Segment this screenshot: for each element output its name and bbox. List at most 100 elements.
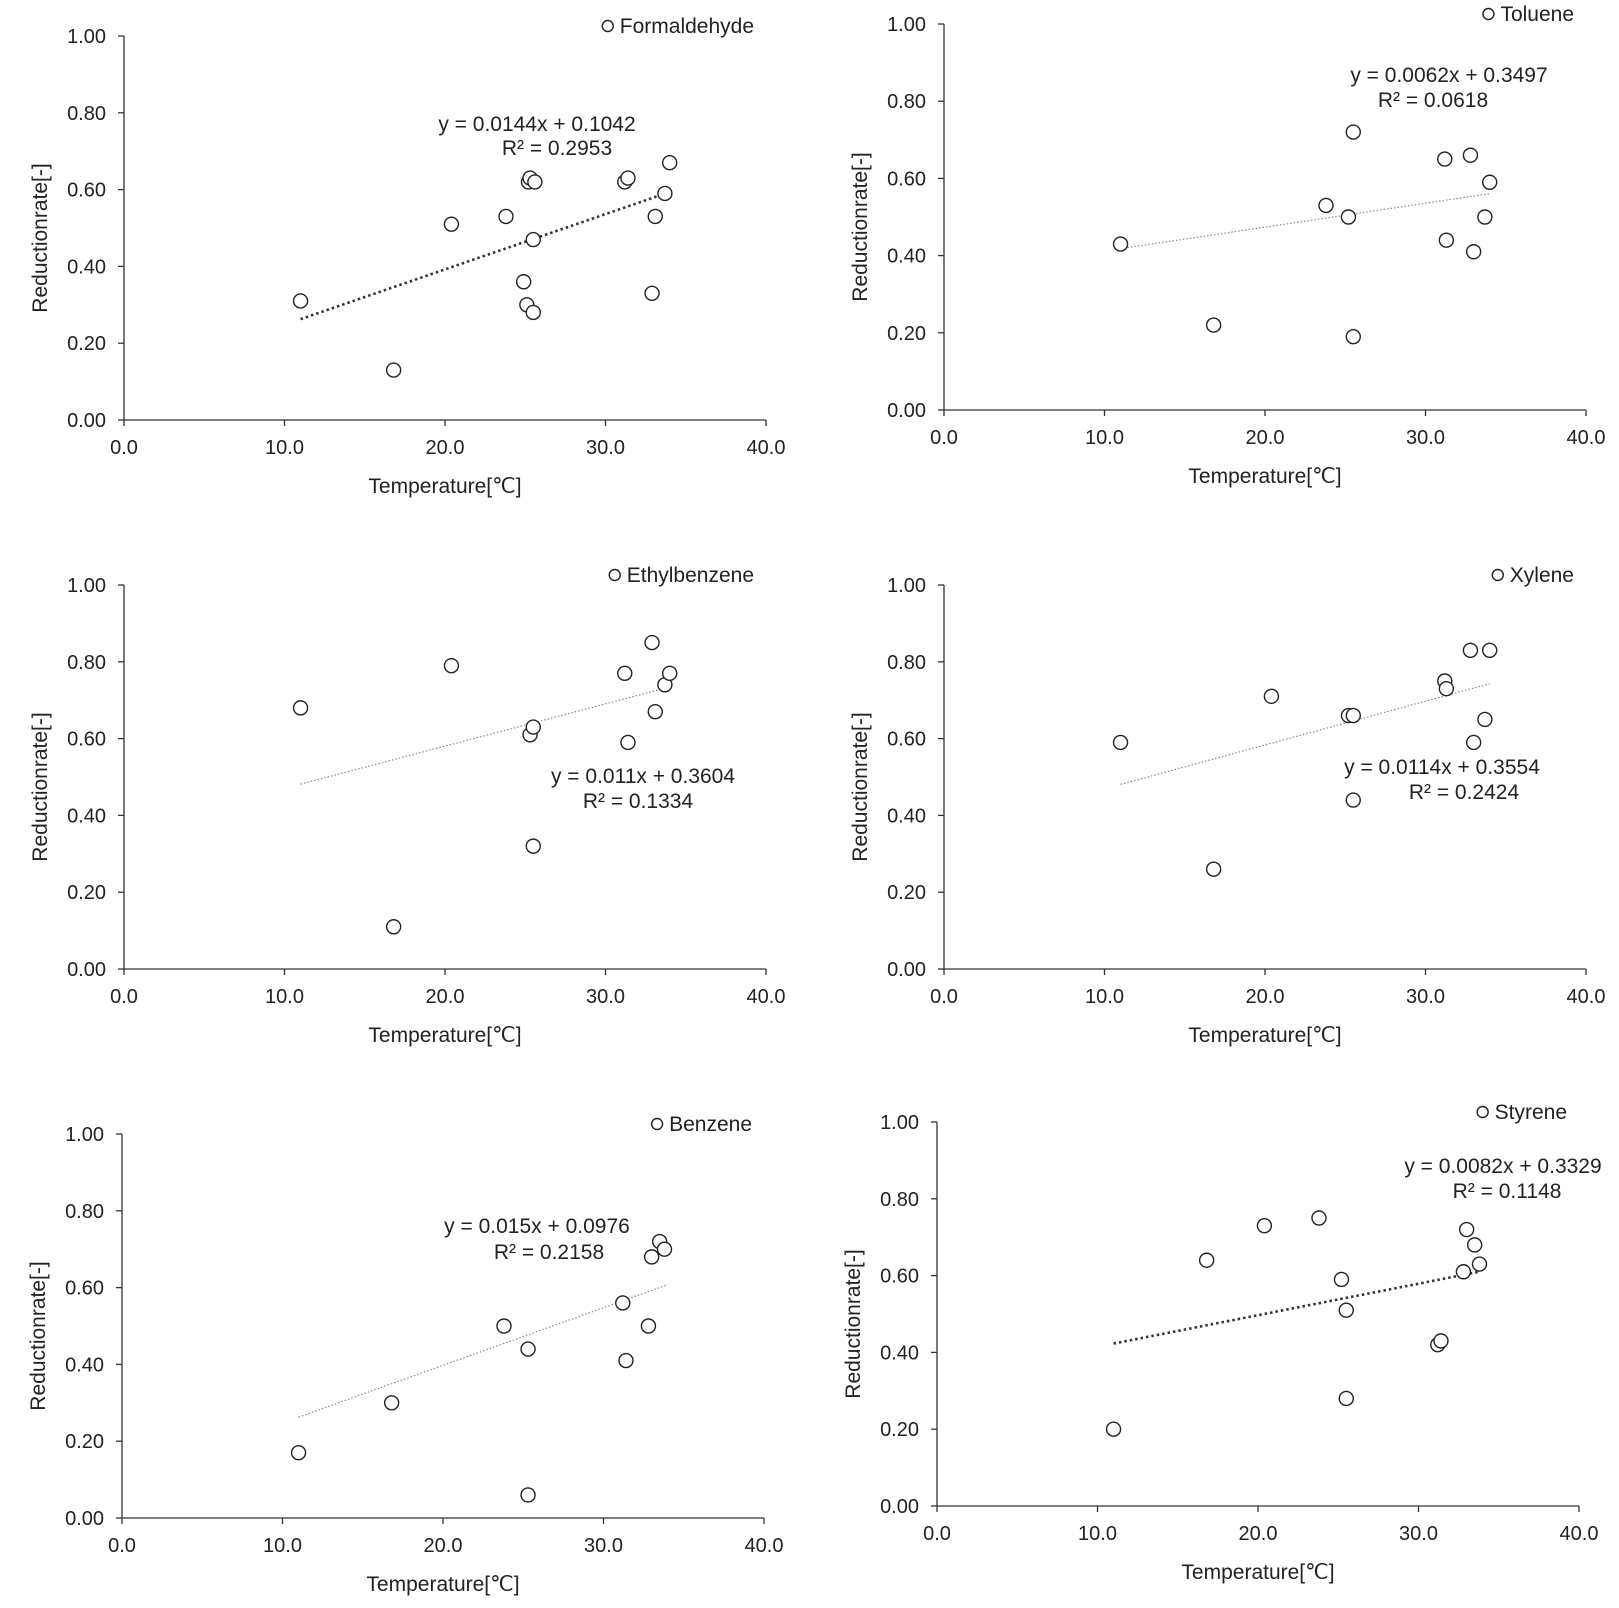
data-point (1105, 1421, 1122, 1437)
data-point (1477, 209, 1493, 225)
x-axis-title: Temperature[℃] (1188, 465, 1341, 488)
x-tick-label: 20.0 (1246, 986, 1285, 1008)
data-point (290, 1445, 307, 1461)
y-tick-label: 0.00 (65, 1508, 104, 1530)
trend-r-squared: R² = 0.1148 (1453, 1180, 1562, 1203)
data-point (1318, 197, 1334, 214)
data-point (662, 665, 678, 682)
legend-marker (1476, 1105, 1489, 1119)
data-point (1437, 151, 1453, 167)
y-tick-label: 0.40 (67, 256, 106, 278)
x-tick-label: 10.0 (265, 437, 304, 459)
x-tick-label: 10.0 (1085, 986, 1124, 1008)
data-point (520, 1341, 536, 1357)
data-point (1477, 711, 1493, 728)
trendline (300, 192, 666, 321)
y-tick-label: 0.60 (887, 729, 926, 751)
y-tick-label: 0.60 (67, 729, 106, 751)
data-point (1205, 861, 1222, 877)
x-tick-label: 0.0 (923, 1523, 951, 1545)
chart-panel-2: 0.00 0.20 0.40 0.60 0.80 1.00 0.0 10.0 20.0 30.0 4… (849, 3, 1605, 488)
y-tick-label: 0.40 (65, 1354, 104, 1376)
y-tick-label: 0.60 (65, 1278, 104, 1300)
x-tick-label: 20.0 (426, 986, 465, 1008)
data-point (1471, 1256, 1488, 1272)
data-point (647, 208, 663, 225)
data-point (443, 216, 460, 232)
x-tick-label: 40.0 (745, 1535, 784, 1557)
data-point (643, 1249, 660, 1265)
data-point (515, 274, 532, 290)
data-point (525, 719, 541, 735)
data-point (383, 1395, 400, 1411)
y-tick-label: 1.00 (880, 1112, 919, 1134)
data-point (1433, 1333, 1449, 1349)
y-tick-label: 0.80 (67, 652, 106, 674)
y-tick-label: 1.00 (887, 575, 926, 597)
y-tick-label: 0.60 (67, 180, 106, 202)
data-point (525, 304, 541, 321)
y-axis-title: Reductionrate[-] (29, 712, 52, 861)
data-point (640, 1318, 657, 1334)
data-point (1256, 1217, 1273, 1234)
y-tick-label: 1.00 (65, 1124, 104, 1146)
legend-marker (650, 1117, 664, 1131)
legend-label: Toluene (1500, 3, 1574, 26)
trend-r-squared: R² = 0.2424 (1409, 781, 1520, 804)
y-tick-label: 0.20 (65, 1431, 104, 1453)
x-tick-label: 0.0 (110, 437, 138, 459)
x-axis-title: Temperature[℃] (368, 475, 521, 498)
y-axis-title: Reductionrate[-] (29, 163, 52, 312)
data-point (620, 170, 636, 186)
data-point (1340, 209, 1357, 225)
x-tick-label: 30.0 (586, 437, 625, 459)
x-tick-label: 10.0 (265, 986, 304, 1008)
data-point (1462, 147, 1479, 163)
data-point (520, 1487, 536, 1503)
data-point (662, 155, 678, 171)
data-point (617, 665, 633, 682)
x-tick-label: 20.0 (424, 1535, 463, 1557)
x-tick-label: 20.0 (1239, 1523, 1278, 1545)
data-point (1345, 328, 1361, 345)
x-tick-label: 30.0 (584, 1535, 623, 1557)
x-tick-label: 30.0 (1399, 1523, 1438, 1545)
trend-r-squared: R² = 0.2953 (502, 137, 612, 160)
data-point (1481, 642, 1498, 658)
data-point (1465, 734, 1482, 751)
y-tick-label: 0.40 (887, 805, 926, 827)
x-tick-label: 30.0 (1406, 427, 1445, 449)
data-point (1466, 1237, 1483, 1253)
x-tick-label: 10.0 (263, 1535, 302, 1557)
x-tick-label: 0.0 (930, 986, 958, 1008)
trend-equation: y = 0.0082x + 0.3329 (1404, 1155, 1601, 1178)
data-point (385, 362, 402, 378)
chart-panel-5: 0.00 0.20 0.40 0.60 0.80 1.00 0.0 10.0 20.0 30.0 4… (27, 1113, 783, 1596)
y-tick-label: 0.00 (887, 400, 926, 422)
y-tick-label: 1.00 (887, 14, 926, 36)
trend-equation: y = 0.0062x + 0.3497 (1350, 64, 1547, 87)
y-tick-label: 0.60 (880, 1266, 919, 1288)
y-tick-label: 0.00 (887, 959, 926, 981)
y-tick-label: 0.80 (67, 103, 106, 125)
y-tick-label: 1.00 (67, 575, 106, 597)
y-tick-label: 0.80 (65, 1201, 104, 1223)
x-tick-label: 0.0 (930, 427, 958, 449)
data-point (620, 734, 636, 751)
data-point (644, 285, 660, 301)
x-axis-title: Temperature[℃] (1181, 1561, 1334, 1584)
legend-marker (1491, 568, 1504, 582)
chart-panel-3: 0.00 0.20 0.40 0.60 0.80 1.00 0.0 10.0 20.0 30.0 4… (29, 564, 785, 1047)
trendline (1120, 193, 1490, 250)
legend-marker (601, 19, 614, 33)
y-axis-title: Reductionrate[-] (849, 152, 872, 301)
legend-label: Xylene (1510, 564, 1574, 587)
data-point (1345, 707, 1361, 724)
trend-r-squared: R² = 0.0618 (1378, 89, 1488, 112)
data-point (644, 634, 660, 651)
data-point (1345, 124, 1361, 140)
y-tick-label: 0.20 (67, 333, 106, 355)
data-point (498, 208, 514, 225)
y-tick-label: 0.80 (887, 652, 926, 674)
y-tick-label: 0.20 (887, 882, 926, 904)
